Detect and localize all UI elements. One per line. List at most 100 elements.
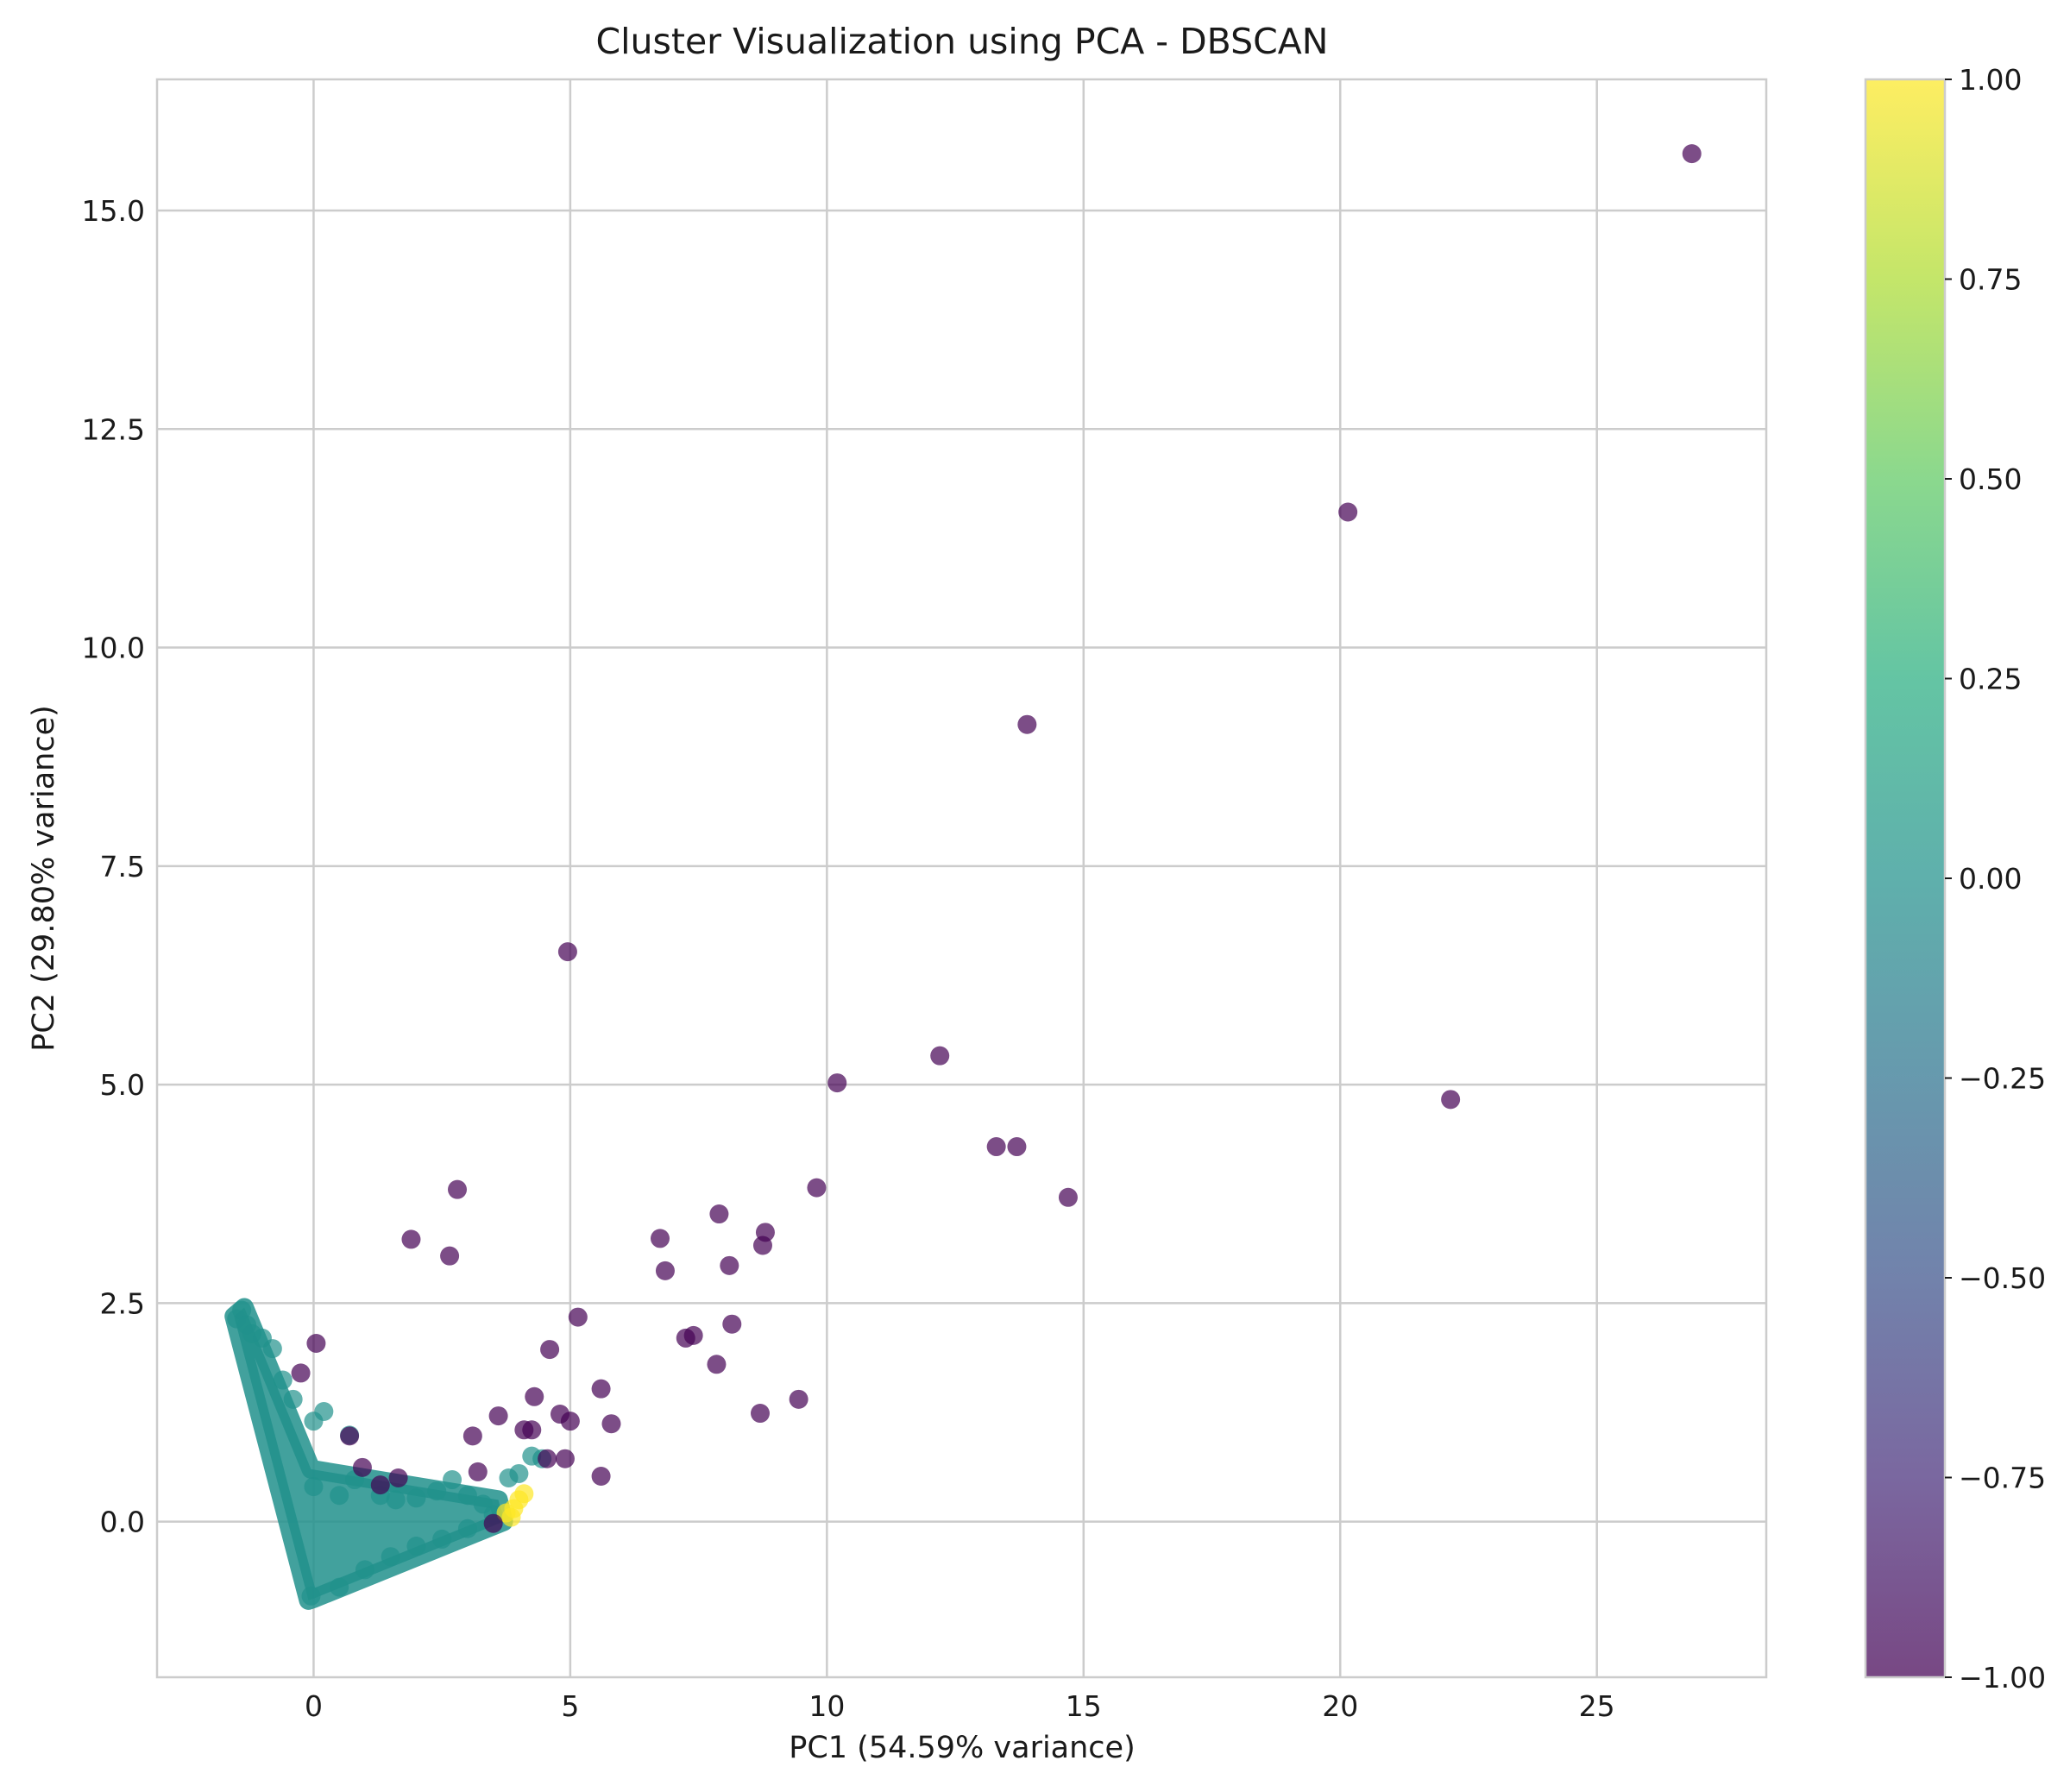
data-point-cluster--1	[525, 1386, 544, 1406]
data-point-cluster--1	[522, 1420, 542, 1440]
data-point-cluster--1	[340, 1426, 360, 1446]
colorbar-tick-labels: −1.00 −0.75 −0.50 −0.25 0.00 0.25 0.50 0.75 1.00	[1945, 63, 2046, 1695]
data-point-cluster-0	[283, 1389, 303, 1409]
data-point-cluster-0	[273, 1370, 293, 1390]
x-tick-label: 5	[561, 1689, 579, 1723]
data-point-cluster--1	[291, 1363, 311, 1383]
data-point-cluster-0	[406, 1537, 426, 1556]
data-point-cluster--1	[1338, 502, 1358, 522]
chart-title: Cluster Visualization using PCA - DBSCAN	[596, 21, 1329, 62]
colorbar-tick-label: 0.25	[1959, 663, 2022, 696]
colorbar	[1866, 79, 1945, 1677]
colorbar-tick-label: −0.75	[1959, 1462, 2046, 1495]
data-point-cluster--1	[448, 1179, 468, 1199]
data-point-cluster--1	[462, 1426, 482, 1446]
data-point-cluster--1	[560, 1412, 580, 1431]
data-point-cluster--1	[352, 1457, 372, 1477]
data-point-cluster--1	[683, 1325, 703, 1345]
data-point-cluster--1	[930, 1046, 950, 1066]
data-point-cluster-0	[406, 1488, 426, 1508]
x-axis-label: PC1 (54.59% variance)	[789, 1731, 1136, 1765]
y-tick-label: 5.0	[100, 1068, 145, 1102]
data-point-cluster--1	[720, 1255, 739, 1275]
data-point-cluster-0	[232, 1300, 252, 1320]
data-point-cluster-0	[330, 1486, 349, 1506]
colorbar-tick-label: −1.00	[1959, 1661, 2046, 1695]
y-tick-label: 7.5	[100, 850, 145, 883]
y-tick-label: 0.0	[100, 1506, 145, 1539]
data-point-cluster-0	[355, 1560, 374, 1580]
data-point-cluster--1	[388, 1468, 408, 1488]
colorbar-tick-label: 1.00	[1959, 63, 2022, 97]
data-point-cluster-1	[501, 1507, 521, 1527]
y-tick-label: 12.5	[82, 412, 145, 446]
y-axis-label: PC2 (29.80% variance)	[27, 705, 61, 1052]
data-point-cluster--1	[555, 1449, 575, 1468]
data-point-cluster--1	[370, 1475, 390, 1495]
data-point-cluster--1	[752, 1236, 772, 1255]
data-point-cluster--1	[789, 1389, 808, 1409]
data-point-cluster--1	[709, 1204, 729, 1224]
data-point-cluster--1	[1441, 1090, 1461, 1110]
data-point-cluster-0	[381, 1547, 400, 1567]
data-point-cluster--1	[807, 1178, 827, 1198]
data-point-cluster--1	[1007, 1137, 1027, 1157]
data-point-cluster--1	[1682, 144, 1702, 164]
data-point-cluster-0	[427, 1481, 447, 1501]
x-tick-label: 10	[808, 1689, 845, 1723]
scatter-points	[224, 144, 1702, 1610]
y-tick-labels: 0.0 2.5 5.0 7.5 10.0 12.5 15.0	[82, 194, 145, 1539]
data-point-cluster--1	[601, 1414, 621, 1434]
data-point-cluster--1	[538, 1449, 557, 1468]
x-tick-label: 0	[305, 1689, 323, 1723]
data-point-cluster--1	[306, 1333, 326, 1353]
data-point-cluster--1	[655, 1261, 675, 1280]
data-point-cluster--1	[440, 1246, 460, 1266]
data-point-cluster--1	[568, 1307, 588, 1327]
data-point-cluster-0	[509, 1463, 529, 1483]
data-point-cluster-0	[330, 1577, 349, 1597]
data-point-cluster--1	[650, 1229, 670, 1248]
colorbar-tick-label: 0.00	[1959, 862, 2022, 896]
data-point-cluster-0	[443, 1470, 462, 1490]
data-point-cluster--1	[591, 1466, 611, 1486]
colorbar-tick-label: 0.75	[1959, 263, 2022, 297]
x-tick-label: 15	[1066, 1689, 1102, 1723]
data-point-cluster--1	[483, 1513, 503, 1533]
data-point-cluster--1	[591, 1379, 611, 1399]
data-point-cluster-1	[514, 1484, 534, 1504]
data-point-cluster-0	[432, 1529, 452, 1549]
data-point-cluster--1	[557, 942, 577, 962]
data-point-cluster--1	[751, 1404, 771, 1424]
y-tick-label: 15.0	[82, 194, 145, 228]
data-point-cluster--1	[488, 1406, 508, 1426]
data-point-cluster-0	[457, 1486, 477, 1506]
data-point-cluster-0	[314, 1402, 334, 1422]
data-point-cluster--1	[401, 1229, 421, 1249]
y-gridlines	[157, 209, 1766, 1523]
data-point-cluster--1	[1017, 714, 1037, 734]
x-gridlines	[312, 79, 1598, 1677]
data-point-cluster--1	[986, 1137, 1006, 1157]
x-tick-label: 25	[1579, 1689, 1615, 1723]
data-point-cluster-0	[304, 1477, 324, 1497]
data-point-cluster--1	[540, 1340, 560, 1360]
data-point-cluster--1	[468, 1462, 488, 1481]
data-point-cluster--1	[827, 1073, 847, 1093]
colorbar-tick-label: −0.25	[1959, 1062, 2046, 1096]
data-point-cluster-0	[386, 1490, 406, 1510]
data-point-cluster-0	[262, 1339, 282, 1359]
data-point-cluster-0	[301, 1586, 321, 1606]
plot-area-frame	[155, 78, 1768, 1679]
x-tick-label: 20	[1322, 1689, 1358, 1723]
y-tick-label: 10.0	[82, 632, 145, 665]
data-point-cluster--1	[1058, 1187, 1078, 1207]
data-point-cluster-0	[457, 1518, 477, 1538]
data-point-cluster--1	[722, 1314, 742, 1334]
colorbar-tick-label: 0.50	[1959, 462, 2022, 496]
data-point-cluster--1	[707, 1355, 727, 1374]
y-tick-label: 2.5	[100, 1286, 145, 1320]
x-tick-labels: 0 5 10 15 20 25	[305, 1689, 1615, 1723]
colorbar-tick-label: −0.50	[1959, 1261, 2046, 1295]
